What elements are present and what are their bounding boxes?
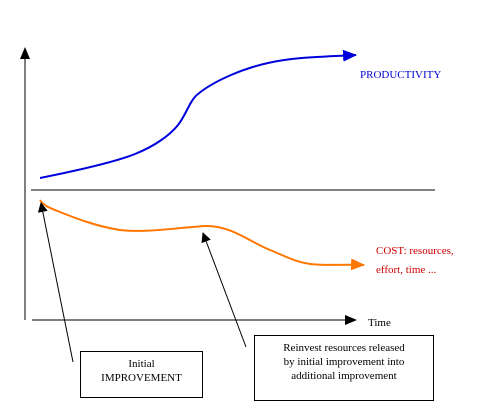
reinvest-callout-pointer: [201, 232, 247, 348]
reinvest-callout: Reinvest resources released by initial i…: [254, 335, 434, 401]
initial-callout-line: Initial: [128, 358, 155, 370]
cost-label-line2: effort, time ...: [376, 264, 437, 276]
productivity-curve: [39, 49, 357, 179]
reinvest-callout-line: by initial improvement into: [283, 356, 405, 368]
reinvest-callout-line: additional improvement: [291, 370, 397, 382]
cost-curve: [39, 199, 365, 271]
initial-callout-line: IMPROVEMENT: [101, 372, 182, 384]
productivity-label: PRODUCTIVITY: [360, 69, 442, 81]
cost-label-line1: COST: resources,: [376, 245, 454, 257]
time-axis-label: Time: [368, 317, 391, 329]
reinvest-callout-line: Reinvest resources released: [283, 342, 405, 354]
initial-improvement-callout: Initial IMPROVEMENT: [80, 351, 203, 398]
initial-callout-pointer: [37, 202, 74, 363]
